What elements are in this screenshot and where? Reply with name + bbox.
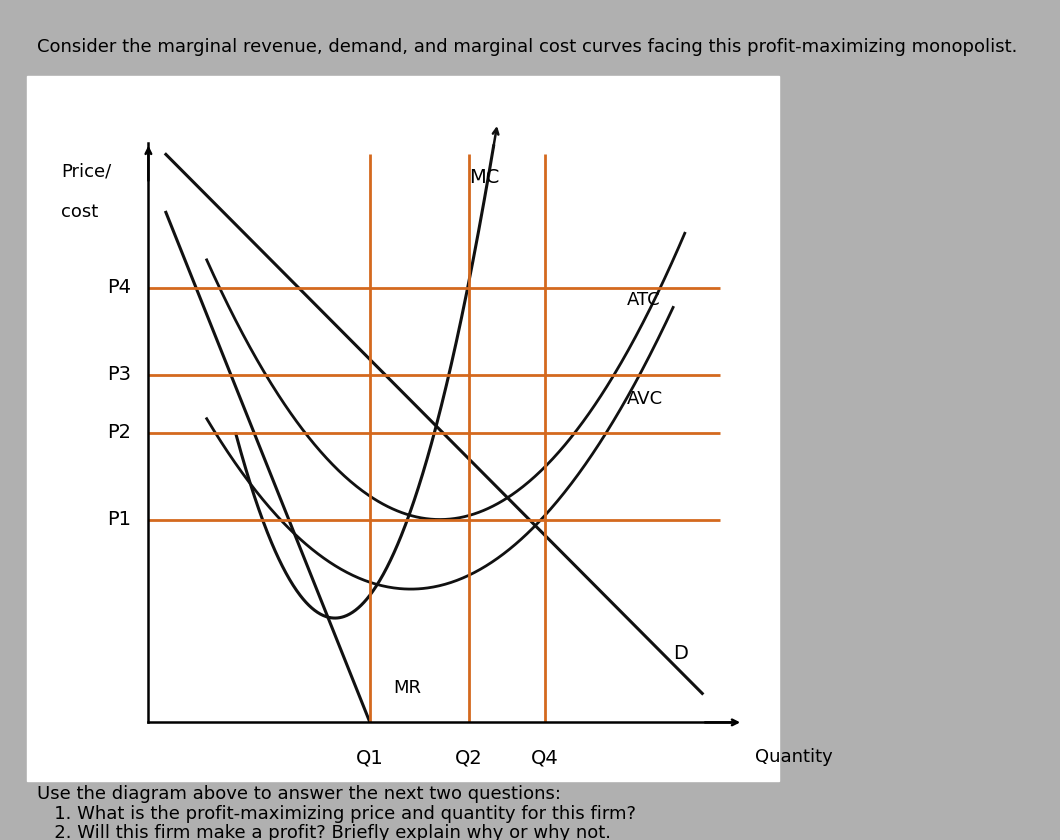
Text: ATC: ATC — [626, 291, 660, 309]
Text: 2. Will this firm make a profit? Briefly explain why or why not.: 2. Will this firm make a profit? Briefly… — [37, 824, 612, 840]
Text: P1: P1 — [107, 510, 131, 529]
Text: P4: P4 — [107, 278, 131, 297]
Text: Use the diagram above to answer the next two questions:: Use the diagram above to answer the next… — [37, 785, 561, 803]
Text: Consider the marginal revenue, demand, and marginal cost curves facing this prof: Consider the marginal revenue, demand, a… — [37, 38, 1018, 55]
Text: Q4: Q4 — [531, 748, 559, 768]
Text: Quantity: Quantity — [755, 748, 832, 766]
Text: P2: P2 — [107, 423, 131, 442]
Text: cost: cost — [60, 203, 99, 222]
Text: P3: P3 — [107, 365, 131, 384]
Text: D: D — [673, 643, 688, 663]
Text: MR: MR — [393, 680, 421, 697]
Text: AVC: AVC — [626, 390, 662, 407]
Text: 1. What is the profit-maximizing price and quantity for this firm?: 1. What is the profit-maximizing price a… — [37, 805, 636, 822]
Text: Q1: Q1 — [356, 748, 384, 768]
Text: Price/: Price/ — [60, 163, 111, 181]
Text: Q2: Q2 — [455, 748, 483, 768]
Text: MC: MC — [470, 168, 499, 187]
